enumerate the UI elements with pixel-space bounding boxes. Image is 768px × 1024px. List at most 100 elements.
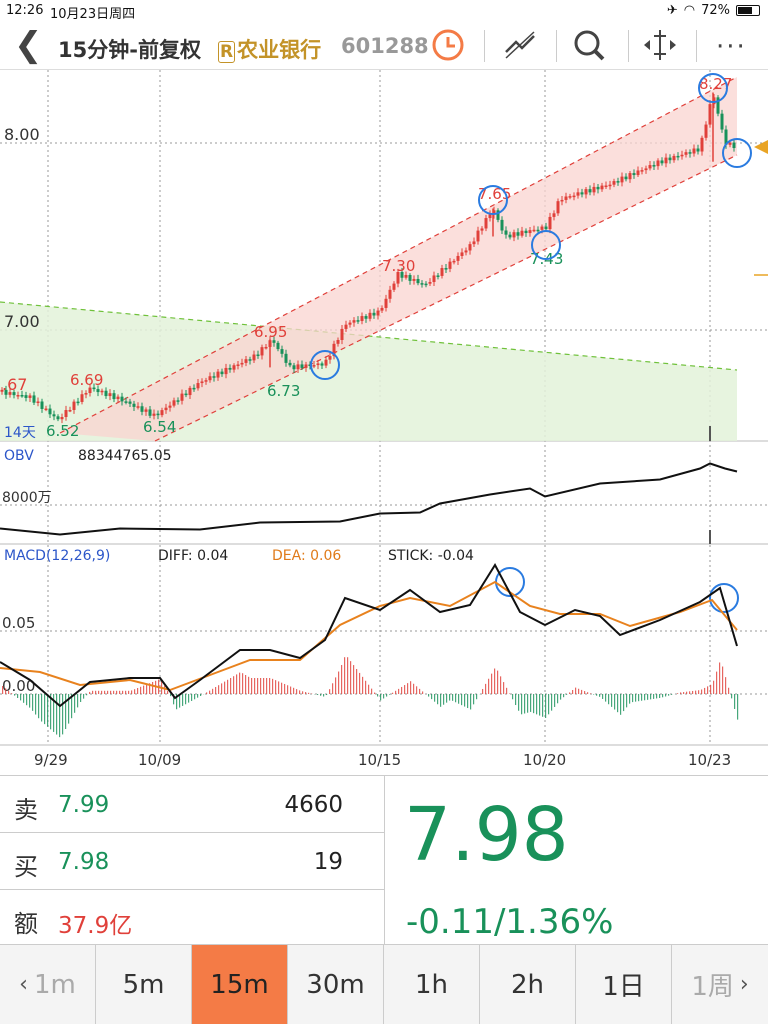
- search-icon[interactable]: [570, 28, 610, 62]
- header: ❮ 15分钟-前复权 R 农业银行 601288 ···: [0, 22, 768, 70]
- macd-bar: [506, 687, 508, 694]
- candle-body: [424, 283, 428, 286]
- candle-body: [672, 155, 676, 161]
- candle-body: [380, 307, 384, 311]
- y-label-667: .67: [2, 375, 27, 394]
- period-tabs: ‹ 1m 5m 15m 30m 1h 2h 1日 1周 ›: [0, 945, 768, 1024]
- macd-bar: [254, 678, 256, 694]
- candle-body: [368, 312, 372, 319]
- tab-1h[interactable]: 1h: [384, 945, 480, 1024]
- macd-bar: [545, 694, 547, 718]
- clock-icon[interactable]: [430, 28, 468, 62]
- macd-bar: [362, 676, 364, 694]
- tab-1m[interactable]: ‹ 1m: [0, 945, 96, 1024]
- macd-bar: [494, 668, 496, 694]
- battery-percent: 72%: [701, 3, 730, 18]
- more-icon[interactable]: ···: [716, 32, 747, 62]
- candle-body: [504, 230, 508, 235]
- candle-body: [720, 113, 724, 130]
- macd-bar: [677, 693, 679, 694]
- amount-value: 37.9亿: [58, 913, 133, 939]
- back-icon[interactable]: ❮: [14, 25, 43, 65]
- macd-diff: DIFF: 0.04: [158, 548, 228, 564]
- candle-body: [12, 392, 16, 396]
- macd-bar: [140, 686, 142, 694]
- macd-bar: [209, 690, 211, 694]
- candle-body: [668, 157, 672, 161]
- candle-body: [308, 364, 312, 366]
- tab-label: 1m: [33, 969, 76, 1000]
- price-label-low: 6.73: [267, 382, 300, 400]
- candle-body: [100, 390, 104, 393]
- macd-bar: [272, 678, 274, 694]
- macd-bar: [98, 690, 100, 694]
- macd-bar: [77, 694, 79, 708]
- quote-panel: 卖 7.99 4660 买 7.98 19 额 37.9亿 7.98 -0.11…: [0, 775, 768, 946]
- stock-name-text: 农业银行: [237, 38, 322, 62]
- candle-body: [636, 170, 640, 176]
- macd-bar: [212, 688, 214, 694]
- prev-arrow-icon[interactable]: ‹: [19, 972, 28, 997]
- macd-bar: [110, 690, 112, 694]
- candle-body: [0, 389, 4, 392]
- next-arrow-icon[interactable]: ›: [739, 972, 749, 997]
- candle-body: [428, 282, 432, 284]
- candle-body: [196, 383, 200, 389]
- macd-bar: [461, 694, 463, 706]
- tab-2h[interactable]: 2h: [480, 945, 576, 1024]
- macd-bar: [470, 694, 472, 710]
- tab-30m[interactable]: 30m: [288, 945, 384, 1024]
- resize-icon[interactable]: [640, 28, 680, 62]
- candle-body: [552, 213, 556, 217]
- macd-bar: [218, 685, 220, 694]
- macd-bar: [299, 690, 301, 694]
- macd-bar: [452, 694, 454, 701]
- candle-body: [180, 393, 184, 401]
- obv-line: [0, 462, 738, 536]
- macd-bar: [653, 694, 655, 699]
- sell-label: 卖: [14, 796, 38, 824]
- candle-body: [176, 400, 180, 402]
- candle-body: [584, 189, 588, 195]
- header-separator: [628, 30, 629, 62]
- macd-bar: [716, 671, 718, 694]
- draw-line-icon[interactable]: [500, 28, 540, 62]
- candle-body: [468, 244, 472, 251]
- macd-bar: [176, 694, 178, 710]
- macd-bar: [5, 688, 7, 694]
- macd-bar: [44, 694, 46, 725]
- kline-chart[interactable]: 8.00 7.00 .67 6.69 6.95 7.30 7.65 8.27 6…: [0, 70, 768, 775]
- candle-body: [68, 409, 72, 412]
- candle-body: [344, 324, 348, 329]
- candle-body: [200, 381, 204, 384]
- x-date-label: 10/20: [523, 751, 566, 769]
- circle-marker: [531, 230, 561, 260]
- candle-body: [448, 261, 452, 269]
- macd-bar: [572, 690, 574, 694]
- tab-5m[interactable]: 5m: [96, 945, 192, 1024]
- macd-bar: [659, 694, 661, 698]
- tab-15m[interactable]: 15m: [192, 945, 288, 1024]
- macd-bar: [626, 694, 628, 708]
- tab-1w[interactable]: 1周 ›: [672, 945, 768, 1024]
- macd-bar: [722, 666, 724, 694]
- candle-body: [108, 393, 112, 397]
- price-label-low: 6.54: [143, 418, 176, 436]
- macd-bar: [122, 690, 124, 694]
- tab-1d[interactable]: 1日: [576, 945, 672, 1024]
- macd-bar: [539, 694, 541, 716]
- macd-bar: [566, 694, 568, 695]
- candle-body: [232, 365, 236, 370]
- macd-bar: [602, 694, 604, 699]
- candle-body: [116, 396, 120, 400]
- candle-body: [604, 185, 608, 188]
- candle-body: [580, 192, 584, 195]
- macd-bar: [248, 676, 250, 694]
- macd-bar: [59, 694, 61, 738]
- macd-bar: [230, 678, 232, 694]
- candle-body: [280, 349, 284, 354]
- candle-body: [204, 380, 208, 382]
- candle-body: [696, 148, 700, 152]
- macd-bar: [89, 691, 91, 694]
- candle-body: [36, 401, 40, 403]
